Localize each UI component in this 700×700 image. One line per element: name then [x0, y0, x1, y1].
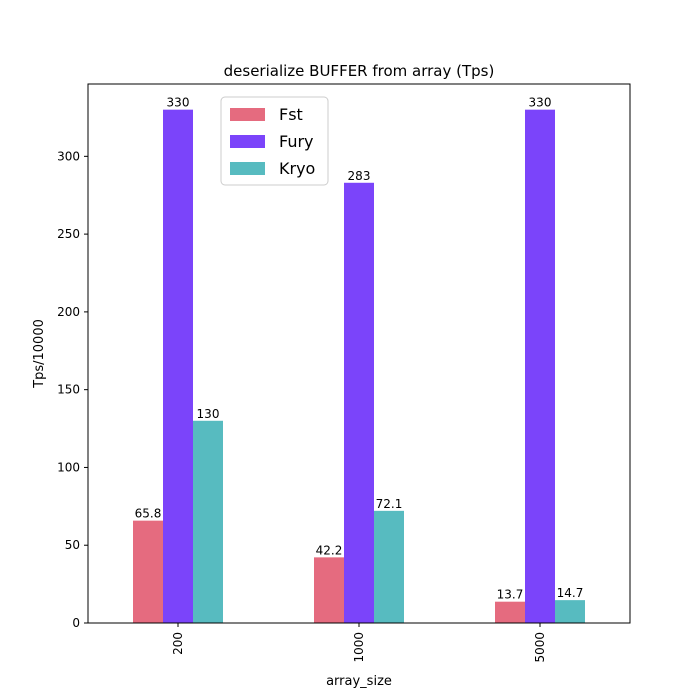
- data-labels-group: 65.8 42.2 13.7 330 283 330 130 72.1 14.7: [135, 96, 584, 602]
- data-label-fst-200: 65.8: [135, 507, 162, 521]
- bar-kryo-200: [193, 420, 223, 623]
- y-tick-label: 200: [57, 305, 80, 319]
- y-tick-label: 250: [57, 227, 80, 241]
- legend-label-kryo: Kryo: [279, 159, 315, 178]
- x-axis: 200 1000 5000: [171, 623, 547, 663]
- legend-swatch-fury: [230, 135, 265, 148]
- legend-swatch-kryo: [230, 162, 265, 175]
- legend-label-fst: Fst: [279, 105, 303, 124]
- y-axis: 0 50 100 150 200 250 300: [57, 149, 88, 630]
- y-axis-label: Tps/10000: [32, 319, 47, 389]
- x-tick-label: 200: [171, 632, 185, 655]
- bar-fst-1000: [314, 557, 344, 623]
- data-label-kryo-5000: 14.7: [557, 586, 584, 600]
- data-label-kryo-200: 130: [197, 407, 220, 421]
- bar-kryo-5000: [555, 600, 585, 623]
- data-label-fury-200: 330: [167, 96, 190, 110]
- data-label-fury-1000: 283: [348, 169, 371, 183]
- bar-kryo-1000: [374, 510, 404, 623]
- bar-fst-5000: [495, 601, 525, 623]
- data-label-fst-5000: 13.7: [497, 588, 524, 602]
- legend: Fst Fury Kryo: [220, 96, 329, 186]
- chart-title: deserialize BUFFER from array (Tps): [224, 62, 495, 80]
- y-tick-label: 100: [57, 460, 80, 474]
- y-tick-label: 150: [57, 383, 80, 397]
- legend-label-fury: Fury: [279, 132, 314, 151]
- x-tick-label: 5000: [533, 632, 547, 663]
- bar-fury-5000: [525, 109, 555, 623]
- y-tick-label: 50: [65, 538, 80, 552]
- x-axis-label: array_size: [326, 674, 392, 689]
- bar-fury-200: [163, 109, 193, 623]
- bar-fst-200: [133, 520, 163, 623]
- data-label-kryo-1000: 72.1: [376, 497, 403, 511]
- bar-fury-1000: [344, 182, 374, 623]
- legend-swatch-fst: [230, 108, 265, 121]
- y-tick-label: 0: [72, 616, 80, 630]
- data-label-fury-5000: 330: [529, 96, 552, 110]
- x-tick-label: 1000: [352, 632, 366, 663]
- y-tick-label: 300: [57, 149, 80, 163]
- data-label-fst-1000: 42.2: [316, 543, 343, 557]
- bars-group: [133, 109, 585, 623]
